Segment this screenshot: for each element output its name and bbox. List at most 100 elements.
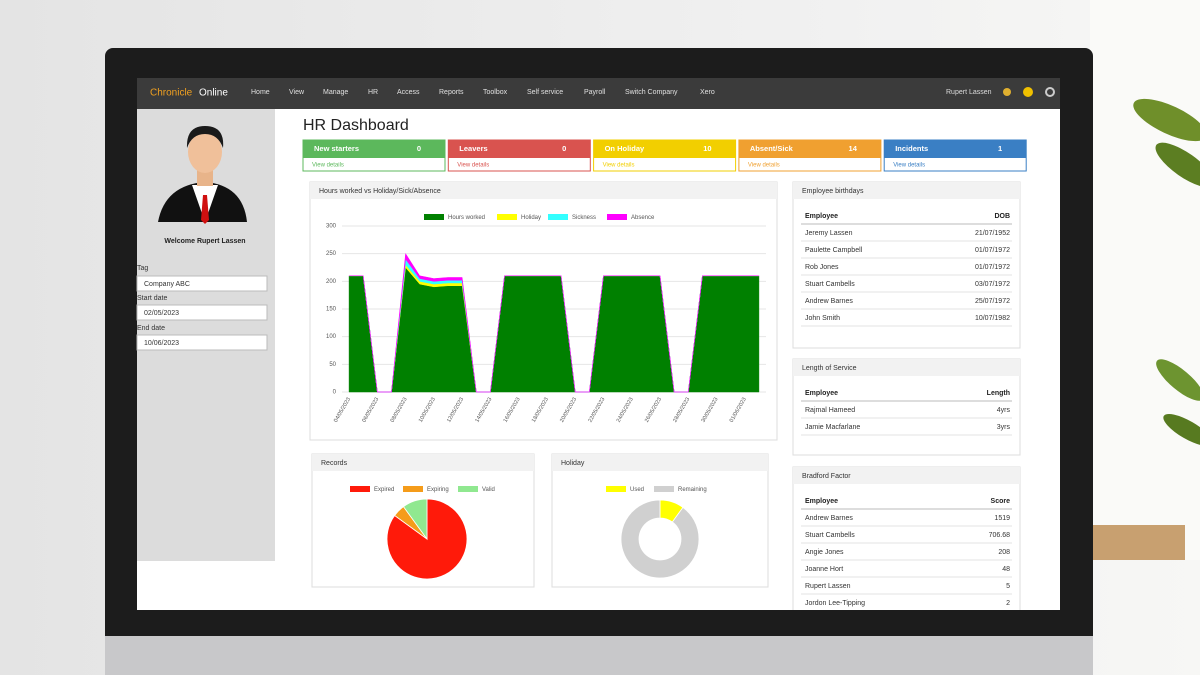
nav-item[interactable]: Toolbox	[483, 89, 508, 96]
nav-bar	[137, 78, 1060, 109]
legend-swatch	[654, 486, 674, 492]
nav-item[interactable]: Xero	[700, 89, 715, 96]
nav-item[interactable]: Reports	[439, 89, 464, 96]
nav-item[interactable]: HR	[368, 89, 378, 96]
user-name[interactable]: Rupert Lassen	[946, 89, 992, 96]
panel-title: Length of Service	[802, 365, 857, 372]
panel	[792, 466, 1021, 618]
nav-item[interactable]: Payroll	[584, 89, 606, 96]
end-value: 10/06/2023	[144, 340, 179, 347]
panel-title: Hours worked vs Holiday/Sick/Absence	[319, 188, 441, 195]
legend-label: Hours worked	[448, 215, 485, 221]
cell: 4yrs	[997, 407, 1011, 414]
y-tick-label: 100	[326, 334, 337, 340]
legend-label: Holiday	[521, 215, 541, 221]
nav: Chronicle Online Rupert Lassen	[150, 87, 1055, 99]
cell: 2	[1006, 600, 1010, 607]
avatar	[158, 126, 247, 224]
card-link[interactable]: View details	[457, 163, 489, 169]
tag-select[interactable]	[136, 275, 268, 292]
card-header	[884, 140, 1027, 158]
area	[349, 252, 759, 393]
card-link[interactable]: View details	[893, 163, 925, 169]
cell: Paulette Campbell	[805, 247, 863, 254]
panel-header	[310, 182, 777, 199]
card-header	[593, 140, 736, 158]
cell: Jeremy Lassen	[805, 230, 853, 237]
card-title: On Holiday	[605, 144, 645, 153]
cell: Angie Jones	[805, 549, 844, 556]
card-link[interactable]: View details	[312, 163, 344, 169]
cell: 01/07/1972	[975, 264, 1010, 271]
legend-label: Absence	[631, 215, 655, 221]
legend-label: Used	[630, 487, 644, 493]
nav-item[interactable]: View	[289, 89, 305, 96]
start-input[interactable]	[136, 304, 268, 321]
bezel-bottom	[105, 610, 1093, 636]
legend-swatch	[350, 486, 370, 492]
panel	[792, 181, 1021, 349]
start-label: Start date	[137, 295, 167, 302]
help-icon[interactable]	[1023, 87, 1033, 97]
brand[interactable]: Online	[199, 88, 228, 99]
cell: Andrew Barnes	[805, 515, 853, 522]
nav-item[interactable]: Switch Company	[625, 89, 678, 96]
card-count: 14	[849, 144, 858, 153]
cell: Joanne Hort	[805, 566, 843, 573]
legend-swatch	[458, 486, 478, 492]
card-link[interactable]: View details	[748, 163, 780, 169]
card-title: Incidents	[895, 144, 928, 153]
legend-swatch	[607, 214, 627, 220]
cell: Rupert Lassen	[805, 583, 851, 590]
tag-value: Company ABC	[144, 281, 190, 288]
legend-swatch	[548, 214, 568, 220]
monitor-chin	[105, 636, 1093, 675]
cell: 21/07/1952	[975, 230, 1010, 237]
cell: 3yrs	[997, 424, 1011, 431]
panel-header	[552, 454, 768, 471]
brand[interactable]: Chronicle	[150, 88, 193, 99]
y-tick-label: 0	[333, 390, 337, 396]
nav-item[interactable]: Self service	[527, 89, 563, 96]
cell: 48	[1002, 566, 1010, 573]
cell: Stuart Cambells	[805, 281, 855, 288]
user-icon[interactable]	[1003, 88, 1011, 96]
plant	[1133, 98, 1200, 447]
card-count: 10	[703, 144, 711, 153]
cell: 01/07/1972	[975, 247, 1010, 254]
cell: 1519	[994, 515, 1010, 522]
cell: 25/07/1972	[975, 298, 1010, 305]
settings-icon[interactable]	[1045, 87, 1055, 97]
legend-label: Remaining	[678, 487, 707, 493]
nav-item[interactable]: Home	[251, 89, 270, 96]
legend-label: Expiring	[427, 487, 449, 493]
cell: Stuart Cambells	[805, 532, 855, 539]
legend-swatch	[424, 214, 444, 220]
card-title: New starters	[314, 144, 359, 153]
cell: 10/07/1982	[975, 315, 1010, 322]
panel-title: Holiday	[561, 460, 585, 467]
card-header	[738, 140, 881, 158]
card-title: Absent/Sick	[750, 144, 794, 153]
panel-title: Employee birthdays	[802, 188, 864, 195]
card-link[interactable]: View details	[603, 163, 635, 169]
nav-item[interactable]: Manage	[323, 89, 348, 96]
end-input[interactable]	[136, 334, 268, 351]
page-title: HR Dashboard	[303, 117, 409, 134]
panel-title: Bradford Factor	[802, 473, 851, 480]
cell: John Smith	[805, 315, 840, 322]
cell: Rajmal Hameed	[805, 407, 855, 414]
cell: Andrew Barnes	[805, 298, 853, 305]
legend-label: Sickness	[572, 215, 596, 221]
y-tick-label: 250	[326, 251, 337, 257]
column-header: Score	[991, 498, 1011, 505]
legend-swatch	[497, 214, 517, 220]
panel-header	[312, 454, 534, 471]
nav-item[interactable]: Access	[397, 89, 420, 96]
cell: 03/07/1972	[975, 281, 1010, 288]
y-tick-label: 50	[329, 362, 336, 368]
cell: 208	[998, 549, 1010, 556]
cell: Jordon Lee-Tipping	[805, 600, 865, 607]
